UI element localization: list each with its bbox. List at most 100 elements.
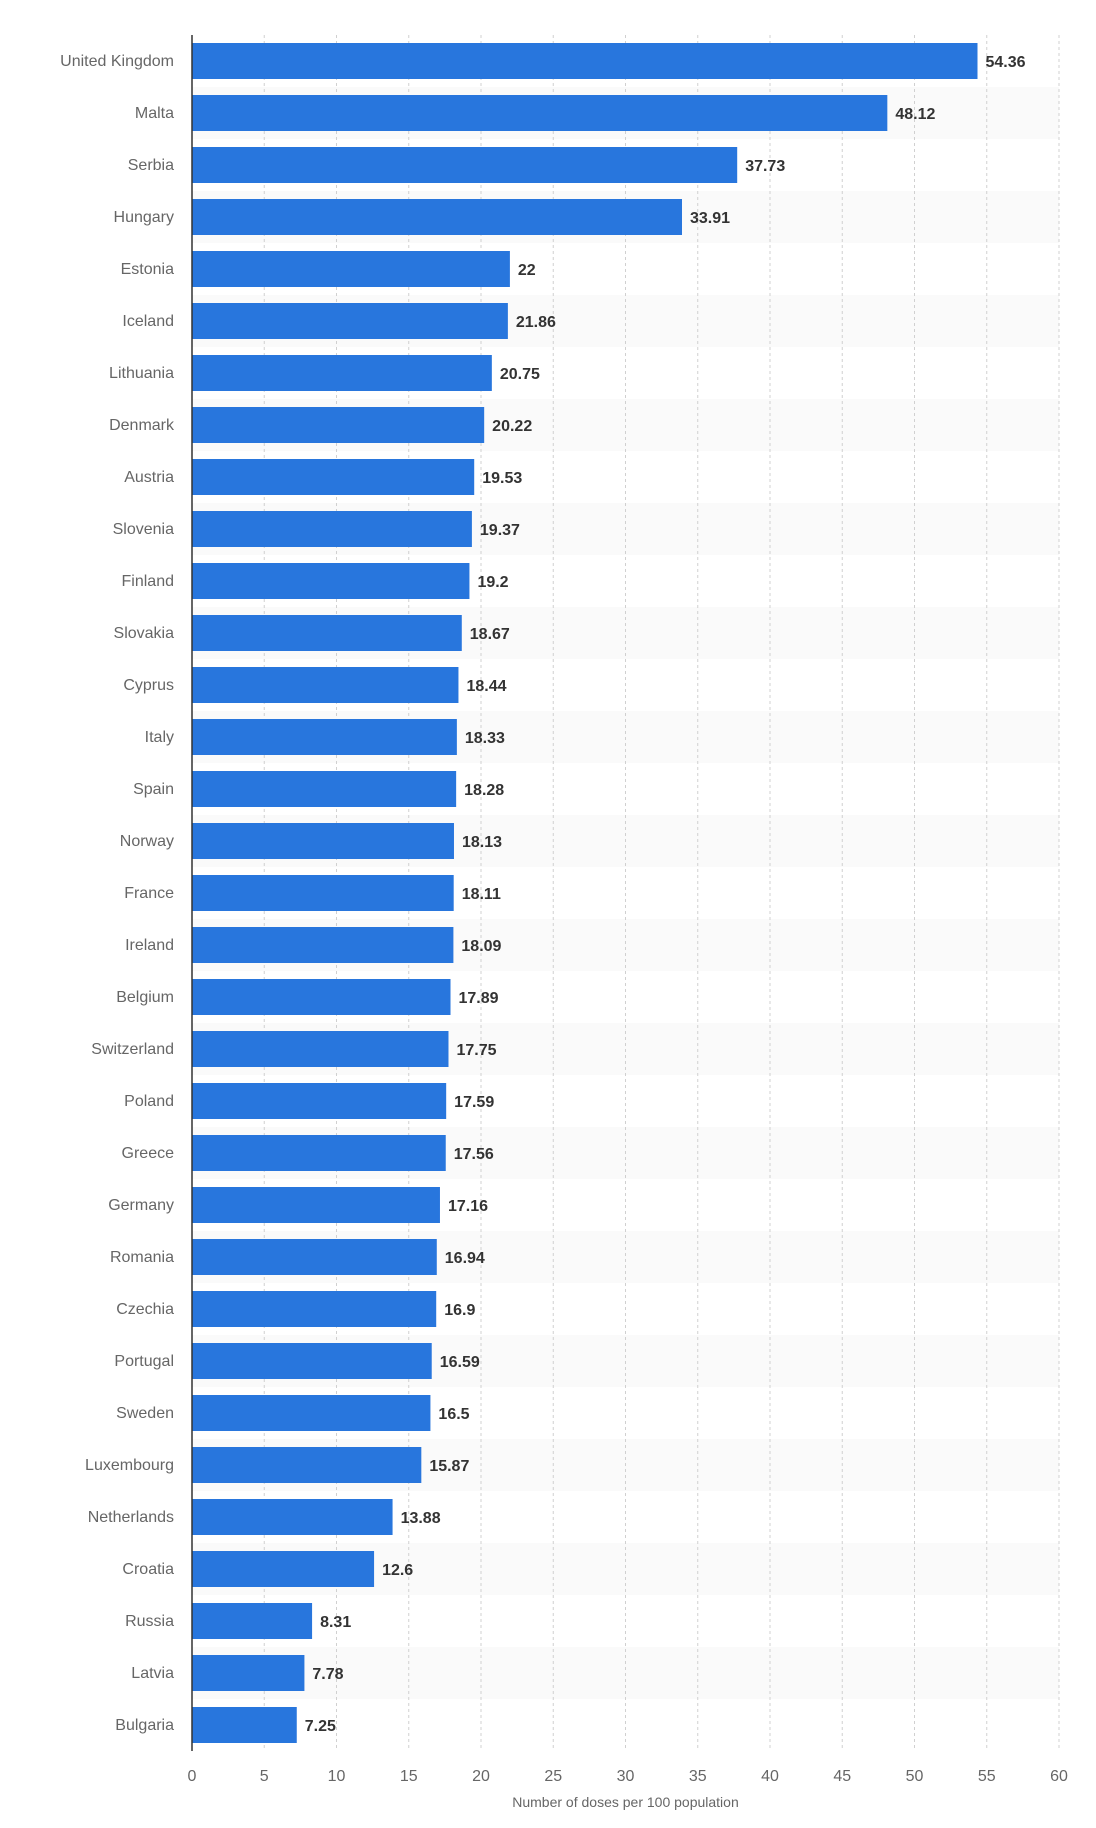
category-label: Cyprus	[123, 677, 174, 694]
bar	[192, 1343, 432, 1379]
bar	[192, 563, 470, 599]
category-label: Denmark	[109, 417, 175, 434]
bar	[192, 823, 454, 859]
x-tick-label: 10	[328, 1768, 346, 1785]
category-label: Luxembourg	[85, 1457, 174, 1474]
category-label: Italy	[145, 729, 174, 746]
value-label: 19.53	[482, 470, 522, 487]
value-label: 16.94	[445, 1250, 485, 1267]
category-label: Austria	[124, 469, 174, 486]
value-label: 18.13	[462, 834, 502, 851]
value-label: 37.73	[745, 158, 785, 175]
category-label: Sweden	[116, 1405, 174, 1422]
bar	[192, 1499, 393, 1535]
bar	[192, 979, 451, 1015]
value-label: 19.2	[477, 574, 508, 591]
category-label: Russia	[125, 1613, 174, 1630]
value-label: 17.75	[456, 1042, 496, 1059]
x-tick-label: 5	[260, 1768, 269, 1785]
category-label: Norway	[120, 833, 174, 850]
x-tick-label: 60	[1050, 1768, 1068, 1785]
category-label: Netherlands	[88, 1509, 174, 1526]
bar	[192, 667, 459, 703]
value-label: 16.9	[444, 1302, 475, 1319]
x-tick-label: 35	[689, 1768, 707, 1785]
x-tick-label: 15	[400, 1768, 418, 1785]
bar	[192, 1135, 446, 1171]
category-label: United Kingdom	[60, 53, 174, 70]
value-label: 16.59	[440, 1354, 480, 1371]
category-label: Croatia	[122, 1561, 174, 1578]
category-label: Czechia	[116, 1301, 174, 1318]
bar	[192, 459, 475, 495]
category-label: Belgium	[116, 989, 174, 1006]
category-label: Lithuania	[109, 365, 174, 382]
value-label: 18.11	[462, 886, 501, 903]
bar	[192, 615, 462, 651]
category-label: Greece	[122, 1145, 175, 1162]
bar	[192, 1447, 422, 1483]
category-label: Finland	[122, 573, 174, 590]
bar	[192, 511, 472, 547]
value-label: 15.87	[429, 1458, 469, 1475]
category-label: Malta	[135, 105, 174, 122]
value-label: 16.5	[438, 1406, 469, 1423]
x-tick-label: 40	[761, 1768, 779, 1785]
value-label: 18.33	[465, 730, 505, 747]
category-label: Portugal	[114, 1353, 174, 1370]
value-label: 7.78	[312, 1666, 343, 1683]
category-label: Ireland	[125, 937, 174, 954]
category-label: Bulgaria	[115, 1717, 174, 1734]
category-label: Romania	[110, 1249, 174, 1266]
category-label: Poland	[124, 1093, 174, 1110]
bar	[192, 43, 978, 79]
category-label: Slovenia	[113, 521, 174, 538]
value-label: 20.75	[500, 366, 540, 383]
bar	[192, 1083, 447, 1119]
value-label: 18.09	[461, 938, 501, 955]
bar	[192, 147, 738, 183]
bar	[192, 1239, 437, 1275]
bar	[192, 251, 510, 287]
category-label: Spain	[133, 781, 174, 798]
bar	[192, 1551, 375, 1587]
value-label: 17.59	[454, 1094, 494, 1111]
category-label: Germany	[108, 1197, 174, 1214]
value-label: 17.16	[448, 1198, 488, 1215]
bar	[192, 95, 888, 131]
x-tick-label: 50	[906, 1768, 924, 1785]
bar	[192, 355, 492, 391]
bar	[192, 719, 457, 755]
value-label: 18.28	[464, 782, 504, 799]
x-axis-title: Number of doses per 100 population	[512, 1794, 738, 1810]
bar	[192, 1603, 313, 1639]
value-label: 17.56	[454, 1146, 494, 1163]
value-label: 18.67	[470, 626, 510, 643]
value-label: 21.86	[516, 314, 556, 331]
value-label: 48.12	[895, 106, 935, 123]
category-label: Estonia	[121, 261, 174, 278]
bar	[192, 1187, 440, 1223]
value-label: 8.31	[320, 1614, 351, 1631]
value-label: 7.25	[305, 1718, 336, 1735]
bar	[192, 1707, 297, 1743]
bar	[192, 1291, 437, 1327]
bar	[192, 303, 508, 339]
value-label: 20.22	[492, 418, 532, 435]
category-label: Serbia	[128, 157, 174, 174]
value-label: 12.6	[382, 1562, 413, 1579]
category-label: France	[124, 885, 174, 902]
value-label: 33.91	[690, 210, 730, 227]
bar	[192, 1395, 431, 1431]
x-tick-label: 45	[833, 1768, 851, 1785]
value-label: 13.88	[401, 1510, 441, 1527]
value-label: 19.37	[480, 522, 520, 539]
value-label: 54.36	[986, 54, 1026, 71]
category-label: Hungary	[114, 209, 174, 226]
category-label: Switzerland	[91, 1041, 174, 1058]
bar	[192, 407, 485, 443]
category-label: Latvia	[131, 1665, 174, 1682]
bar	[192, 199, 682, 235]
category-label: Slovakia	[114, 625, 175, 642]
x-tick-label: 30	[617, 1768, 635, 1785]
